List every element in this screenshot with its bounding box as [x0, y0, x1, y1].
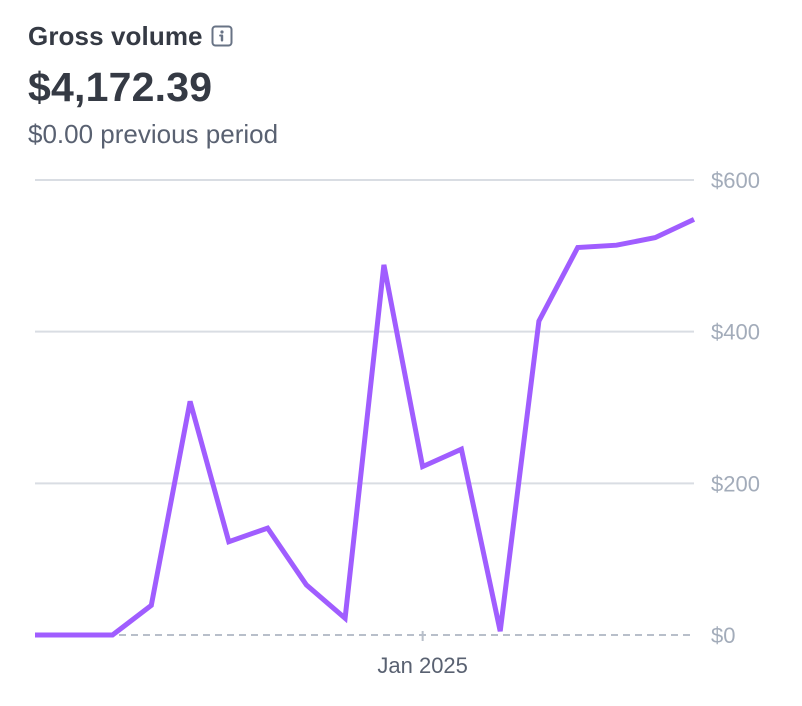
previous-period: $0.00 previous period	[28, 119, 279, 149]
series-line	[35, 217, 696, 638]
chart-area: $0 $200 $400 $600 Jan 2025	[0, 150, 802, 706]
title-row: Gross volume	[28, 18, 278, 54]
y-tick-label: $200	[711, 471, 760, 496]
y-tick-label: $400	[711, 320, 760, 345]
y-tick-label: $600	[711, 168, 760, 193]
line-chart: $0 $200 $400 $600 Jan 2025	[35, 168, 760, 678]
total-amount: $4,172.39	[28, 64, 213, 110]
info-icon[interactable]	[211, 25, 233, 47]
chart-title: Gross volume	[28, 20, 203, 51]
info-icon-glyph	[211, 25, 233, 47]
header: Gross volume $4,172.39 $0.00 previous pe…	[28, 18, 278, 150]
y-tick-label: $0	[711, 623, 735, 648]
x-tick-label: Jan 2025	[377, 653, 468, 678]
